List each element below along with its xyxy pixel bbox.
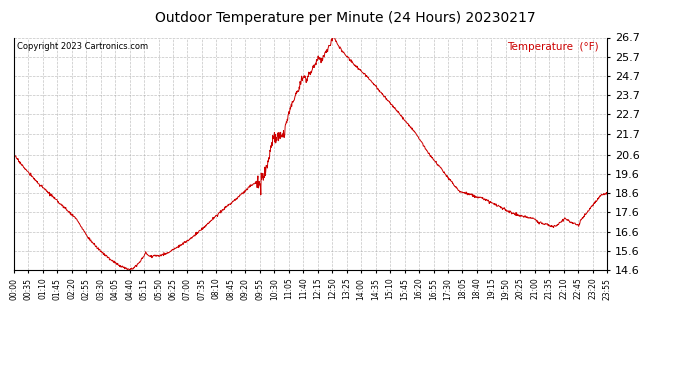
Text: Temperature  (°F): Temperature (°F) xyxy=(506,42,598,52)
Text: Outdoor Temperature per Minute (24 Hours) 20230217: Outdoor Temperature per Minute (24 Hours… xyxy=(155,11,535,25)
Text: Copyright 2023 Cartronics.com: Copyright 2023 Cartronics.com xyxy=(17,42,148,51)
